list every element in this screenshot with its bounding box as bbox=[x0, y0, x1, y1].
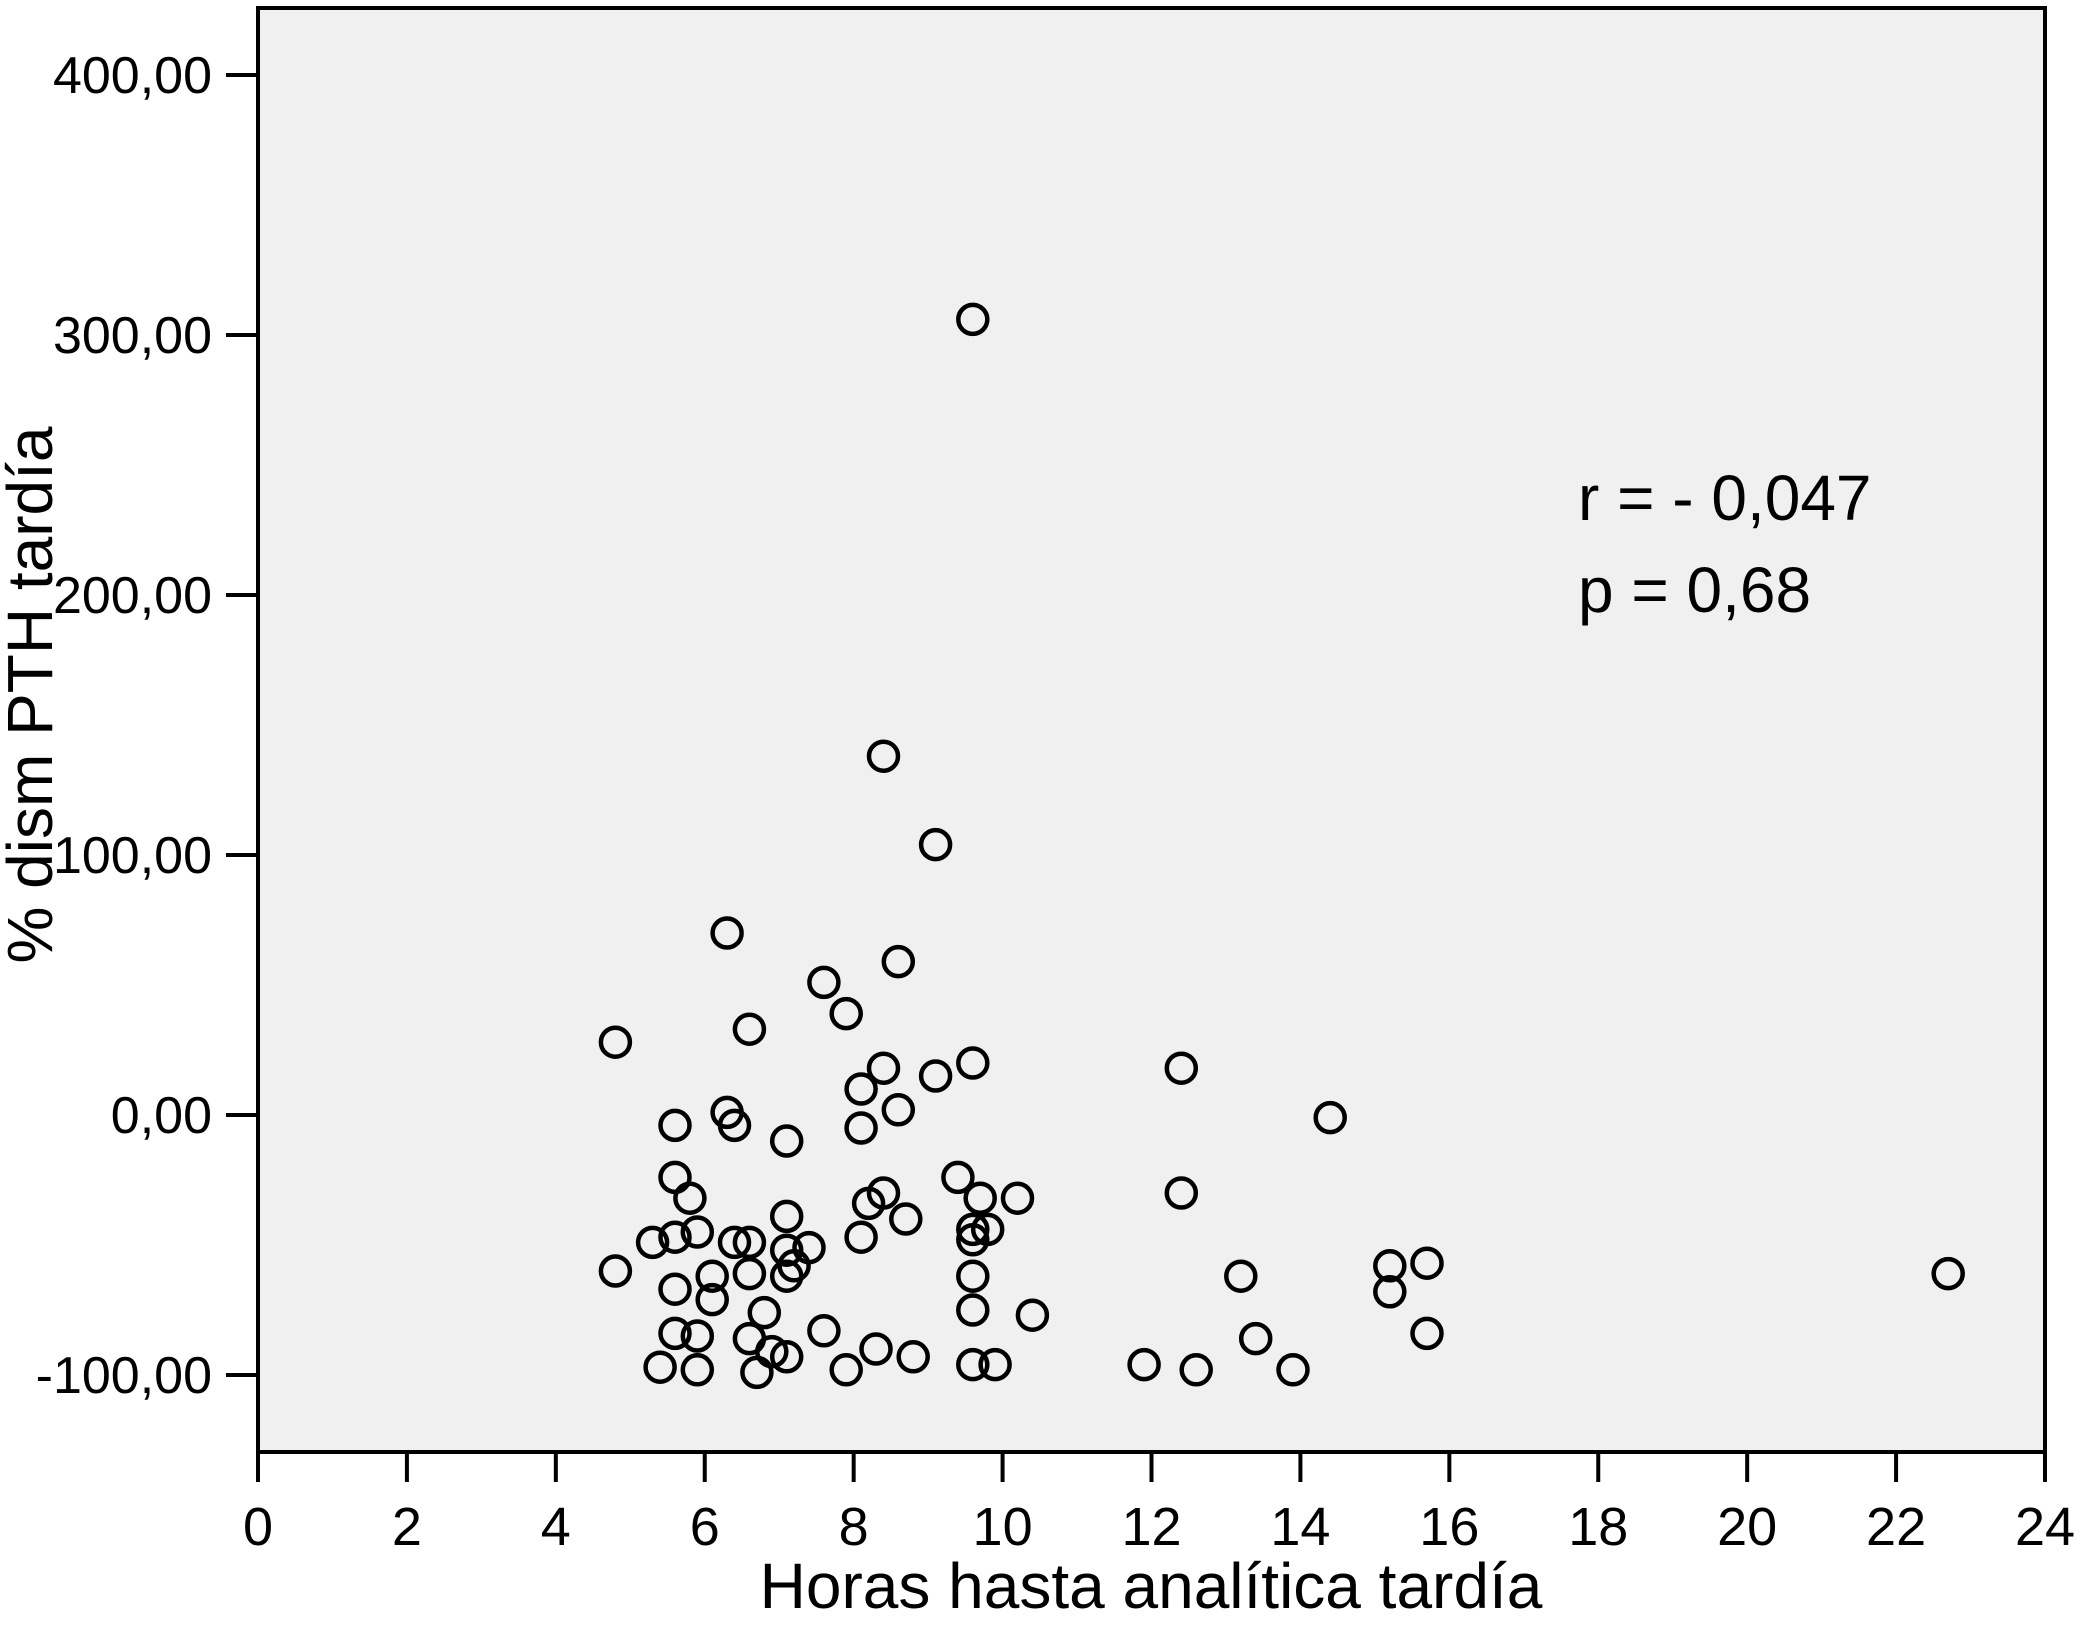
data-point bbox=[643, 1350, 677, 1384]
x-tick-label: 20 bbox=[1717, 1497, 1777, 1557]
data-point bbox=[956, 1223, 990, 1257]
x-tick-label: 18 bbox=[1568, 1497, 1628, 1557]
data-point bbox=[740, 1355, 774, 1390]
data-point bbox=[1164, 1176, 1199, 1210]
x-axis-title: Horas hasta analítica tardía bbox=[760, 1550, 1543, 1622]
data-point bbox=[658, 1220, 692, 1254]
data-point bbox=[1238, 1321, 1273, 1356]
data-point bbox=[978, 1347, 1012, 1382]
plot-area bbox=[256, 6, 2047, 1454]
data-point bbox=[918, 827, 953, 862]
data-point bbox=[717, 1108, 752, 1143]
data-point bbox=[956, 1212, 990, 1247]
y-tick-label: 300,00 bbox=[53, 307, 212, 365]
x-tick-label: 0 bbox=[243, 1497, 273, 1557]
data-point bbox=[598, 1025, 633, 1059]
data-point bbox=[844, 1111, 878, 1145]
data-point bbox=[851, 1186, 886, 1221]
data-point bbox=[1410, 1316, 1444, 1351]
data-point bbox=[1000, 1181, 1035, 1215]
y-tick-label: 100,00 bbox=[53, 827, 212, 885]
x-axis-ticks: 0 2 4 6 8 10 12 14 16 18 20 22 24 bbox=[243, 1452, 2075, 1557]
data-point bbox=[1276, 1353, 1310, 1387]
y-tick-label: 0,00 bbox=[111, 1087, 212, 1145]
data-point bbox=[747, 1295, 782, 1330]
data-point bbox=[769, 1199, 804, 1234]
x-tick-label: 2 bbox=[392, 1497, 422, 1557]
x-tick-label: 6 bbox=[690, 1497, 720, 1557]
data-point bbox=[635, 1225, 670, 1260]
data-point bbox=[866, 1051, 901, 1085]
data-point bbox=[881, 1093, 916, 1127]
data-point bbox=[732, 1256, 767, 1291]
y-tick-label: -100,00 bbox=[36, 1347, 212, 1405]
data-point bbox=[769, 1259, 804, 1293]
data-point bbox=[956, 1259, 990, 1293]
data-point bbox=[1179, 1353, 1213, 1387]
y-axis-title: % dism PTH tardía bbox=[0, 426, 66, 963]
data-point bbox=[1015, 1298, 1050, 1332]
x-tick-label: 12 bbox=[1121, 1497, 1181, 1557]
data-point bbox=[680, 1353, 715, 1387]
data-point bbox=[1373, 1275, 1407, 1309]
data-point bbox=[956, 1293, 990, 1327]
data-point bbox=[829, 996, 863, 1031]
y-axis-ticks: 400,00 300,00 200,00 100,00 0,00 -100,00 bbox=[36, 47, 258, 1405]
data-point bbox=[658, 1272, 692, 1306]
data-point bbox=[769, 1124, 804, 1158]
data-point bbox=[1373, 1249, 1407, 1283]
data-point bbox=[1224, 1259, 1258, 1293]
data-point bbox=[881, 944, 916, 979]
data-point bbox=[680, 1319, 715, 1353]
data-point bbox=[956, 1347, 990, 1382]
data-point bbox=[956, 1046, 990, 1080]
data-point bbox=[844, 1220, 878, 1254]
scatter-points-layer bbox=[598, 302, 1965, 1390]
data-point bbox=[769, 1233, 804, 1267]
x-tick-label: 8 bbox=[839, 1497, 869, 1557]
y-tick-label: 400,00 bbox=[53, 47, 212, 105]
data-point bbox=[866, 739, 901, 773]
data-point bbox=[941, 1160, 975, 1195]
data-point bbox=[807, 1314, 841, 1348]
data-point bbox=[918, 1059, 953, 1093]
annotation-r-value: r = - 0,047 bbox=[1578, 462, 1872, 534]
data-point bbox=[1931, 1256, 1965, 1291]
data-point bbox=[732, 1012, 767, 1046]
data-point bbox=[769, 1340, 804, 1374]
data-point bbox=[658, 1108, 692, 1143]
y-tick-label: 200,00 bbox=[53, 567, 212, 625]
data-point bbox=[1127, 1347, 1161, 1382]
x-tick-label: 24 bbox=[2015, 1497, 2075, 1557]
data-point bbox=[889, 1202, 923, 1236]
x-tick-label: 16 bbox=[1419, 1497, 1479, 1557]
data-point bbox=[717, 1225, 752, 1260]
data-point bbox=[896, 1340, 930, 1374]
data-point bbox=[680, 1215, 715, 1249]
data-point bbox=[859, 1332, 893, 1366]
data-point bbox=[1313, 1100, 1347, 1135]
data-point bbox=[658, 1316, 692, 1351]
data-point bbox=[956, 302, 990, 337]
data-point bbox=[807, 965, 841, 1000]
x-tick-label: 10 bbox=[973, 1497, 1033, 1557]
data-point bbox=[1164, 1051, 1199, 1085]
x-tick-label: 14 bbox=[1270, 1497, 1330, 1557]
data-point bbox=[695, 1282, 729, 1317]
x-tick-label: 4 bbox=[541, 1497, 571, 1557]
data-point bbox=[695, 1259, 729, 1293]
data-point bbox=[598, 1254, 633, 1288]
data-point bbox=[829, 1353, 863, 1387]
data-point bbox=[1410, 1246, 1444, 1280]
data-point bbox=[710, 916, 744, 950]
annotation-p-value: p = 0,68 bbox=[1578, 554, 1811, 626]
data-point bbox=[963, 1181, 997, 1215]
data-point bbox=[673, 1181, 707, 1215]
data-point bbox=[844, 1072, 878, 1106]
x-tick-label: 22 bbox=[1866, 1497, 1926, 1557]
